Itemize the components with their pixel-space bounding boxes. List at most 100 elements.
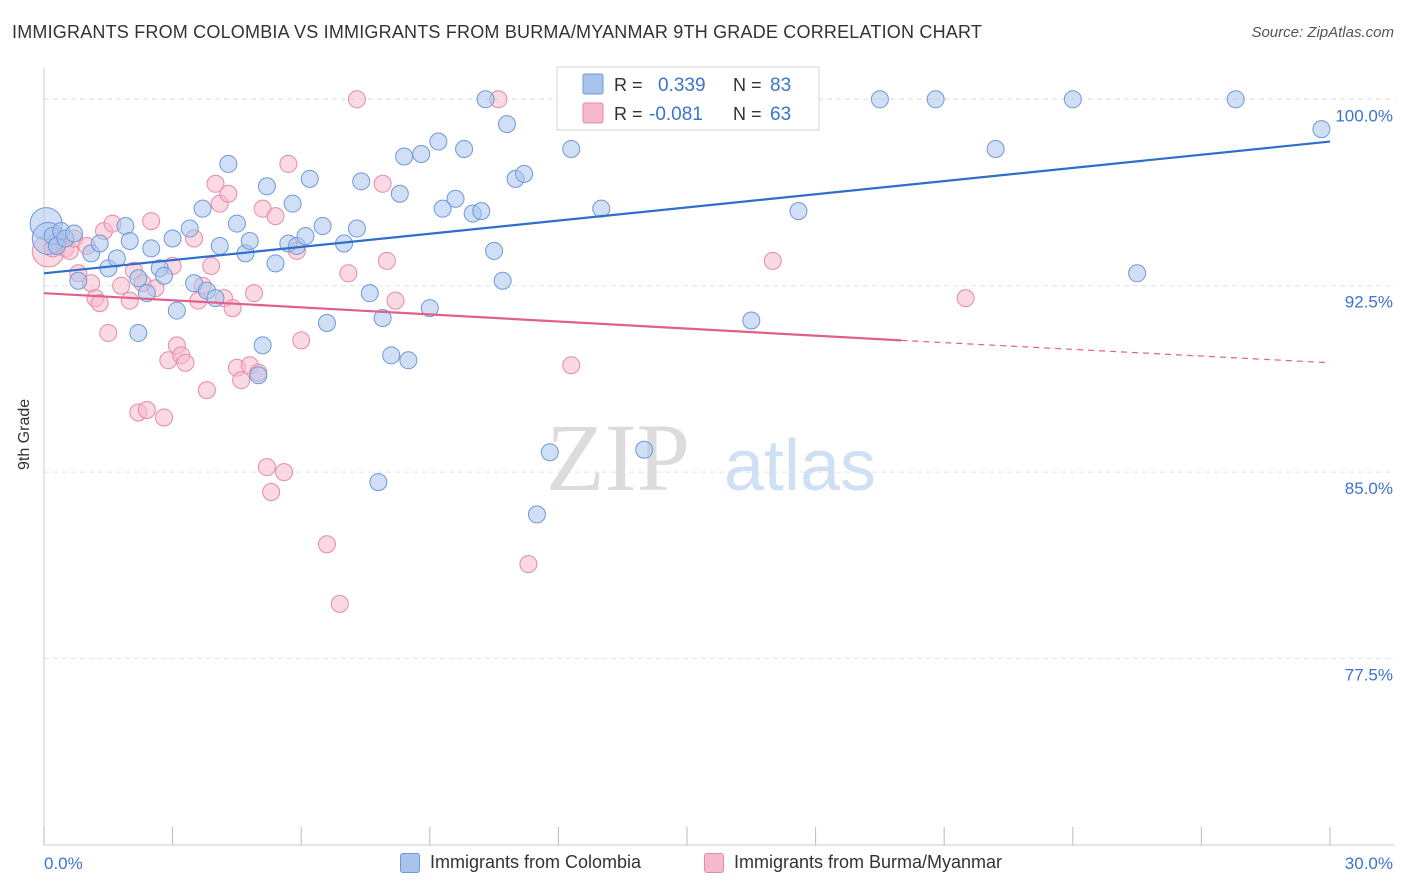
colombia-point	[283, 194, 302, 213]
colombia-swatch	[582, 73, 604, 95]
tick-labels: 77.5% 85.0% 92.5% 100.0% 0.0% 30.0%	[44, 106, 1393, 873]
colombia-point	[253, 336, 272, 355]
colombia-point	[227, 214, 246, 233]
burma-point	[562, 356, 581, 375]
colombia-point	[476, 90, 495, 109]
colombia-point	[926, 90, 945, 109]
colombia-point	[210, 236, 229, 255]
burma-point	[99, 323, 118, 342]
burma-trend-line	[43, 292, 902, 342]
colombia-point	[65, 224, 84, 243]
legend-item-colombia[interactable]: Immigrants from Colombia	[400, 852, 641, 873]
colombia-point	[540, 443, 559, 462]
colombia-point	[429, 132, 448, 151]
colombia-point	[116, 217, 135, 236]
colombia-point	[129, 269, 148, 288]
colombia-point	[1312, 120, 1331, 139]
burma-point	[197, 381, 216, 400]
colombia-point	[497, 115, 516, 134]
burma-point	[257, 458, 276, 477]
burma-point	[262, 483, 281, 502]
legend-item-burma[interactable]: Immigrants from Burma/Myanmar	[704, 852, 1002, 873]
y-tick-label: 77.5%	[1345, 666, 1393, 685]
colombia-point	[347, 219, 366, 238]
burma-point	[206, 174, 225, 193]
burma-point	[155, 408, 174, 427]
burma-point	[232, 371, 251, 390]
colombia-point	[167, 301, 186, 320]
colombia-point	[789, 202, 808, 221]
colombia-point	[90, 234, 109, 253]
colombia-point	[180, 219, 199, 238]
burma-point	[292, 331, 311, 350]
correlation-legend: R = 0.339 N = 83 R = -0.081 N = 63	[556, 66, 820, 131]
colombia-n-label: N =	[733, 75, 762, 95]
colombia-point	[142, 239, 161, 258]
colombia-point	[193, 199, 212, 218]
source-credit: Source: ZipAtlas.com	[1251, 24, 1394, 41]
burma-point	[219, 184, 238, 203]
colombia-point	[870, 90, 889, 109]
burma-point	[275, 463, 294, 482]
burma-point	[386, 291, 405, 310]
burma-points	[31, 90, 975, 613]
chart-title: IMMIGRANTS FROM COLOMBIA VS IMMIGRANTS F…	[12, 22, 983, 42]
burma-point	[142, 212, 161, 231]
colombia-point	[527, 505, 546, 524]
colombia-point	[635, 440, 654, 459]
colombia-point	[257, 177, 276, 196]
colombia-point	[360, 284, 379, 303]
colombia-point	[562, 140, 581, 158]
series-legend: Immigrants from Colombia Immigrants from…	[0, 852, 1406, 882]
burma-trend-extension	[901, 339, 1331, 364]
colombia-point	[313, 217, 332, 236]
colombia-r-label: R =	[614, 75, 643, 95]
axes	[43, 68, 1395, 846]
colombia-point	[219, 154, 238, 173]
colombia-point	[485, 241, 504, 260]
colombia-point	[742, 311, 761, 330]
burma-point	[347, 90, 366, 109]
burma-point	[956, 289, 975, 308]
legend-swatch-colombia	[400, 852, 420, 873]
burma-point	[330, 594, 349, 613]
colombia-point	[352, 172, 371, 191]
burma-point	[245, 284, 264, 303]
burma-point	[763, 251, 782, 270]
colombia-point	[373, 309, 392, 328]
burma-point	[317, 535, 336, 554]
colombia-trend-line	[43, 140, 1331, 275]
burma-n-label: N =	[733, 104, 762, 124]
x-tick-label-max: 30.0%	[1345, 854, 1393, 873]
colombia-point	[390, 184, 409, 203]
colombia-point	[420, 299, 439, 318]
burma-point	[519, 555, 538, 574]
colombia-point	[399, 351, 418, 370]
watermark: ZIP atlas	[546, 404, 876, 511]
colombia-point	[369, 473, 388, 492]
colombia-point	[382, 346, 401, 365]
colombia-point	[433, 199, 452, 218]
colombia-point	[155, 266, 174, 285]
colombia-point	[455, 140, 474, 158]
burma-r-label: R =	[614, 104, 643, 124]
burma-point	[120, 291, 139, 310]
colombia-r-value: 0.339	[658, 75, 706, 96]
colombia-point	[986, 140, 1005, 158]
burma-point	[279, 154, 298, 173]
colombia-point	[129, 323, 148, 342]
colombia-point	[412, 144, 431, 163]
colombia-point	[1226, 90, 1245, 109]
burma-point	[137, 401, 156, 419]
burma-point	[266, 207, 285, 226]
burma-point	[176, 353, 195, 372]
colombia-point	[163, 229, 182, 248]
colombia-point	[1128, 264, 1147, 283]
colombia-point	[493, 271, 512, 290]
colombia-point	[1063, 90, 1082, 109]
burma-point	[377, 251, 396, 270]
trend-lines	[43, 140, 1331, 364]
colombia-point	[296, 227, 315, 245]
legend-label-colombia: Immigrants from Colombia	[430, 852, 642, 872]
